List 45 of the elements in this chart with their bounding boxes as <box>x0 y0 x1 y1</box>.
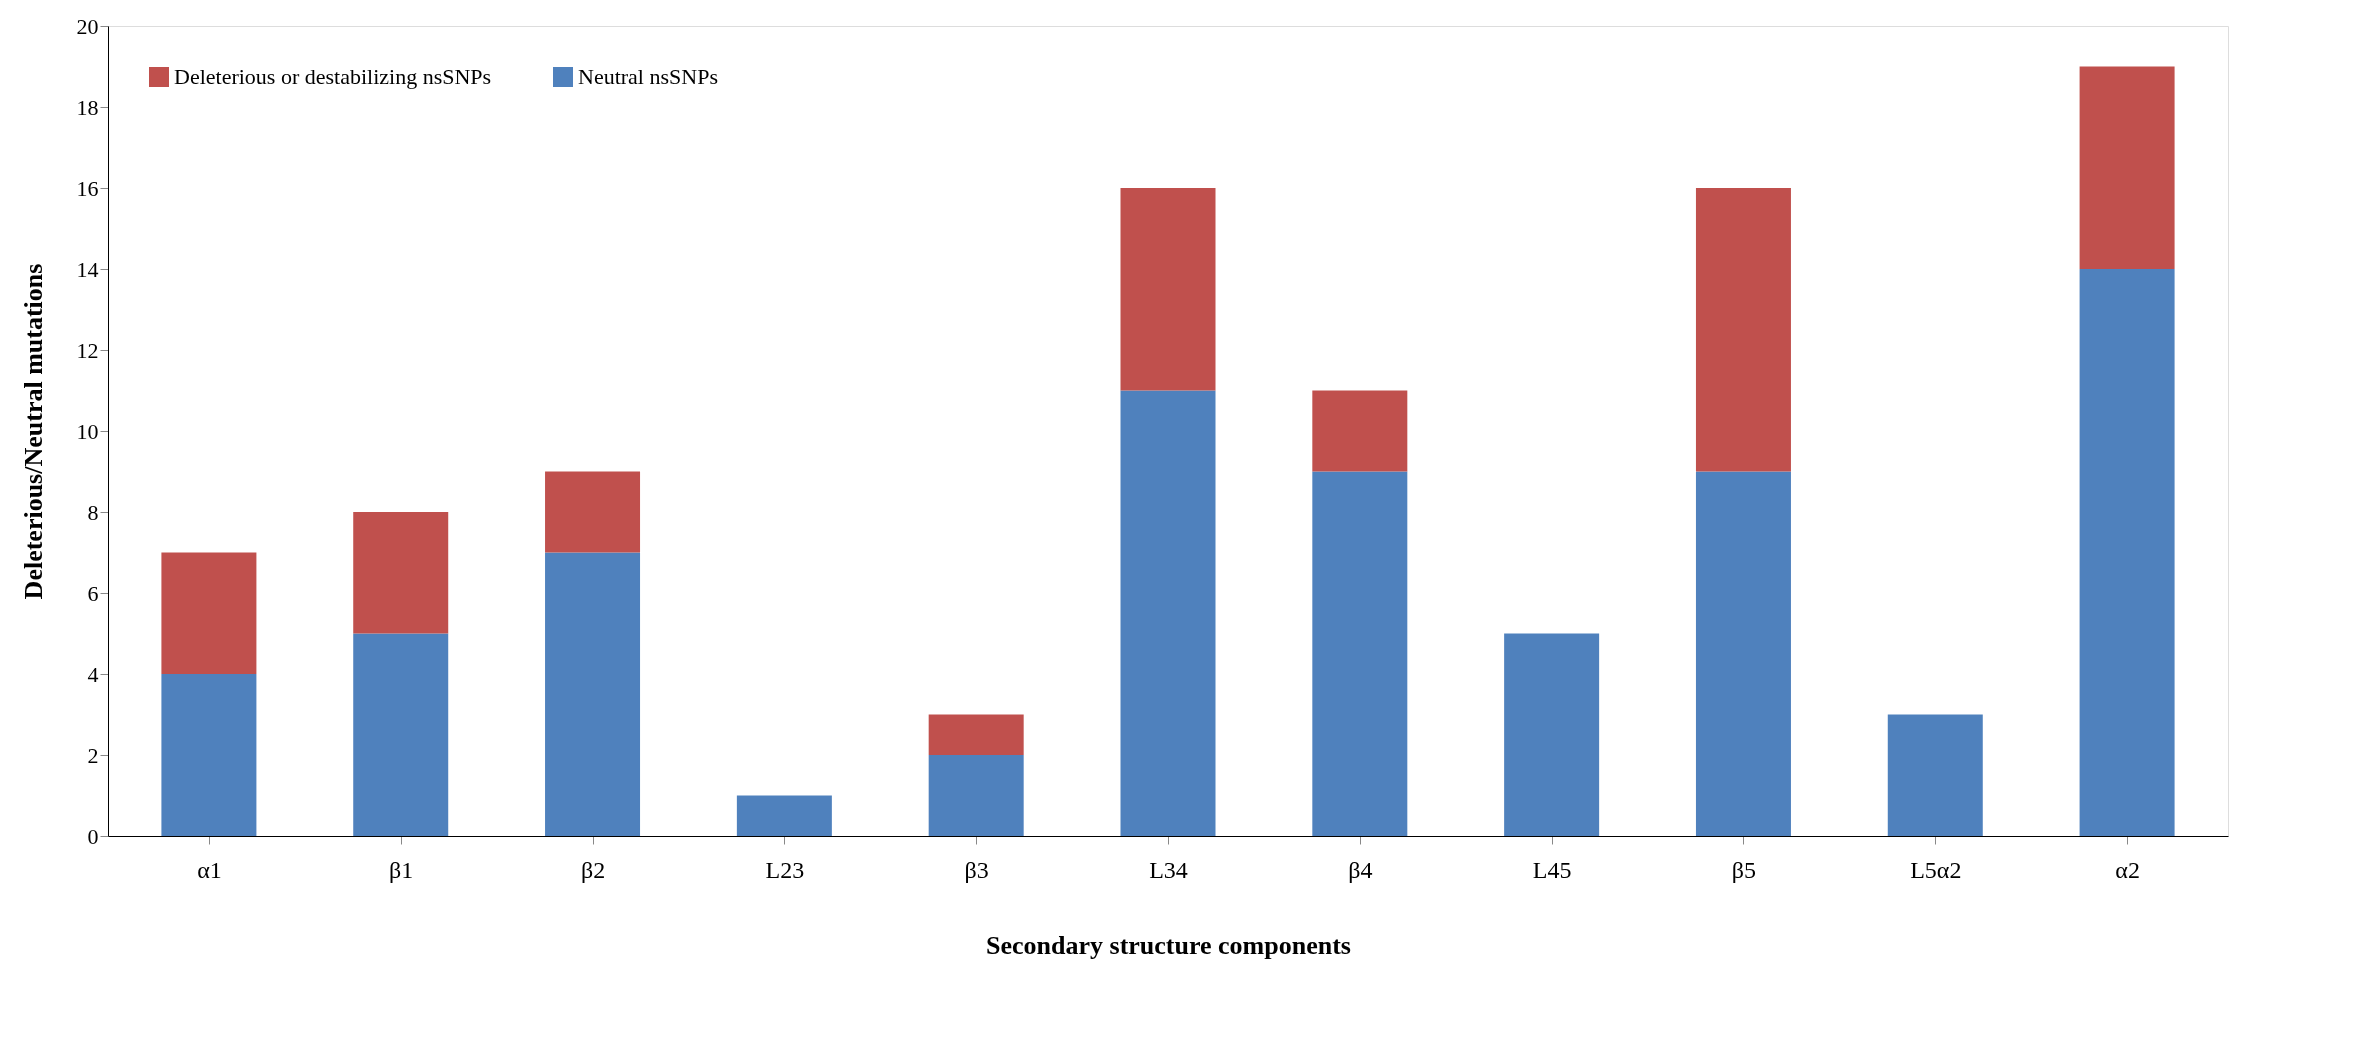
bar <box>1504 633 1600 836</box>
legend-label: Neutral nsSNPs <box>578 64 718 89</box>
bar <box>353 512 449 634</box>
x-tick-label: L34 <box>1149 856 1188 883</box>
x-tick-label: β5 <box>1731 856 1757 883</box>
y-tick-label: 10 <box>76 418 99 444</box>
y-tick-label: 4 <box>87 661 99 687</box>
bar <box>2079 66 2175 269</box>
bar <box>1312 471 1408 836</box>
x-tick-label: α2 <box>2115 856 2140 883</box>
x-tick-label: β4 <box>1348 856 1373 883</box>
y-tick-label: 20 <box>76 13 99 39</box>
legend-label: Deleterious or destabilizing nsSNPs <box>174 64 492 89</box>
bar <box>545 552 641 836</box>
y-axis-title: Deleterious/Neutral mutations <box>18 263 48 600</box>
y-tick-label: 8 <box>87 499 99 525</box>
bar <box>1695 188 1791 472</box>
x-axis-title: Secondary structure components <box>986 930 1351 960</box>
y-tick-label: 18 <box>76 94 99 120</box>
bar <box>2079 269 2175 836</box>
bar <box>1695 471 1791 836</box>
bar <box>353 633 449 836</box>
y-tick-label: 6 <box>87 580 99 606</box>
bar <box>545 471 641 553</box>
x-tick-label: L23 <box>765 856 805 883</box>
x-tick-label: β2 <box>580 856 606 883</box>
bar <box>736 795 832 836</box>
x-tick-label: L5α2 <box>1910 856 1962 883</box>
x-tick-label: β1 <box>389 856 414 883</box>
bar <box>1120 390 1216 836</box>
bar <box>1120 188 1216 391</box>
bar <box>1887 714 1983 836</box>
bar <box>1312 390 1408 472</box>
x-tick-label: L45 <box>1532 856 1572 883</box>
y-tick-label: 12 <box>76 337 99 363</box>
bar <box>161 674 257 836</box>
y-tick-label: 2 <box>87 742 99 768</box>
bar <box>161 552 257 674</box>
x-tick-label: α1 <box>197 856 222 883</box>
y-tick-label: 0 <box>87 823 99 849</box>
y-tick-label: 16 <box>76 175 99 201</box>
bar <box>928 755 1024 836</box>
bar <box>928 714 1024 755</box>
y-tick-label: 14 <box>76 256 99 282</box>
x-tick-label: β3 <box>964 856 989 883</box>
